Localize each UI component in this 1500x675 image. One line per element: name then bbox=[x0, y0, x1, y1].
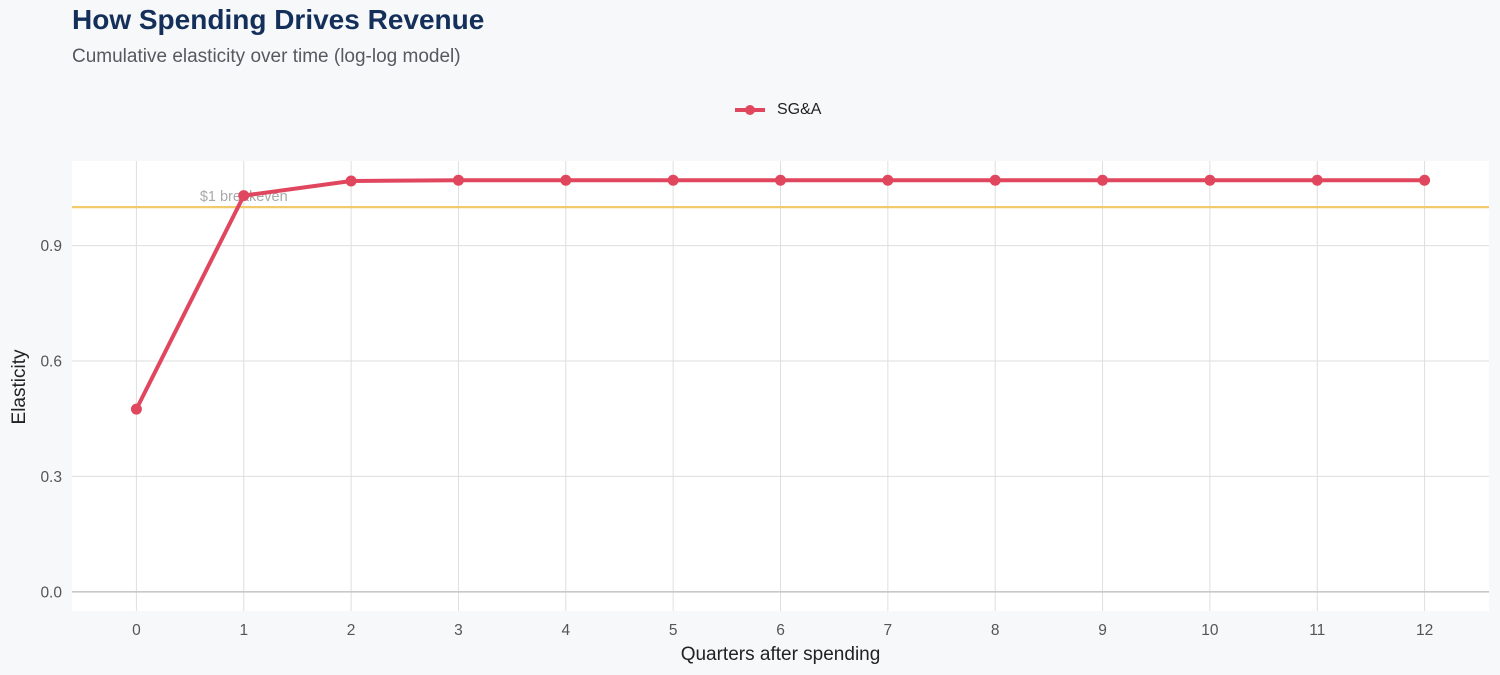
data-point bbox=[130, 403, 142, 415]
x-tick-label: 5 bbox=[669, 622, 678, 639]
y-axis-ticks: 0.0 0.3 0.6 0.9 bbox=[40, 238, 62, 601]
x-tick-label: 11 bbox=[1309, 622, 1325, 639]
x-tick-label: 4 bbox=[561, 622, 570, 639]
y-tick-label: 0.0 bbox=[40, 584, 62, 601]
data-point bbox=[452, 174, 464, 186]
legend-label-sga: SG&A bbox=[777, 101, 822, 118]
chart-title: How Spending Drives Revenue bbox=[72, 4, 485, 35]
x-tick-label: 2 bbox=[347, 622, 356, 639]
data-point bbox=[882, 174, 894, 186]
data-point bbox=[345, 175, 357, 187]
data-point bbox=[560, 174, 572, 186]
legend-key-sga bbox=[735, 105, 765, 115]
x-tick-label: 3 bbox=[454, 622, 463, 639]
x-tick-label: 8 bbox=[991, 622, 1000, 639]
x-axis-title: Quarters after spending bbox=[681, 644, 881, 665]
chart-subtitle: Cumulative elasticity over time (log-log… bbox=[72, 46, 461, 67]
y-axis-title: Elasticity bbox=[9, 349, 30, 424]
series-layer bbox=[130, 174, 1431, 415]
x-tick-label: 10 bbox=[1201, 622, 1219, 639]
x-tick-label: 1 bbox=[239, 622, 248, 639]
data-point bbox=[1204, 174, 1216, 186]
data-point bbox=[1419, 174, 1431, 186]
x-tick-label: 0 bbox=[132, 622, 141, 639]
data-point bbox=[1311, 174, 1323, 186]
x-tick-label: 7 bbox=[884, 622, 893, 639]
data-point bbox=[775, 174, 786, 186]
y-tick-label: 0.9 bbox=[40, 238, 62, 255]
data-point bbox=[1097, 174, 1109, 186]
x-axis-ticks: 0 1 2 3 4 5 6 7 8 9 10 11 12 bbox=[132, 622, 1433, 639]
legend-key-marker bbox=[745, 105, 755, 115]
legend: SG&A bbox=[733, 98, 821, 122]
data-point bbox=[667, 174, 679, 186]
x-tick-label: 9 bbox=[1098, 622, 1107, 639]
x-tick-label: 12 bbox=[1416, 622, 1433, 639]
x-tick-label: 6 bbox=[776, 622, 785, 639]
data-point bbox=[238, 190, 250, 202]
y-tick-label: 0.6 bbox=[40, 354, 62, 371]
y-tick-label: 0.3 bbox=[40, 469, 62, 486]
data-point bbox=[989, 174, 1001, 186]
grid-lines bbox=[72, 161, 1489, 611]
